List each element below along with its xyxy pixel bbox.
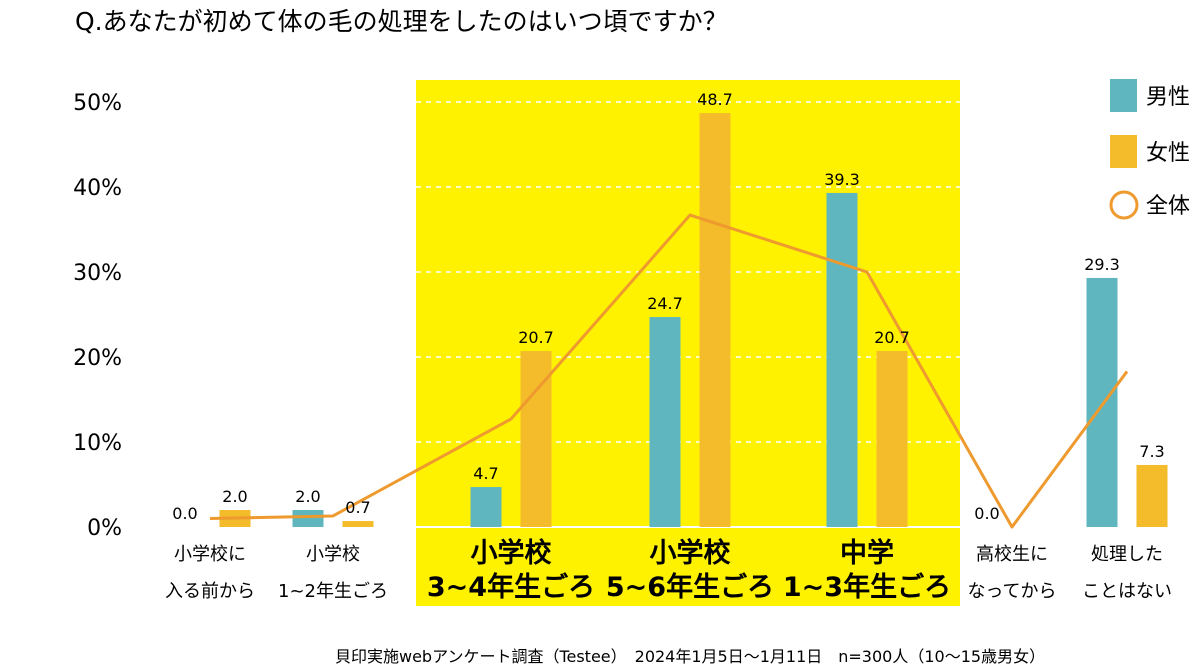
category-label: 1~2年生ごろ [278, 581, 388, 602]
legend-swatch-female [1110, 135, 1137, 168]
data-label-male: 24.7 [647, 294, 683, 313]
legend-label-female: 女性 [1146, 141, 1190, 166]
gridlines [416, 101, 960, 528]
survey-footnote: 貝印実施webアンケート調査（Testee） 2024年1月5日～1月11日 n… [335, 647, 1045, 666]
category-label: なってから [967, 581, 1056, 602]
y-tick-label: 20% [73, 346, 122, 371]
chart-title: Q.あなたが初めて体の毛の処理をしたのはいつ頃ですか？ [75, 7, 728, 36]
category-label: 小学校 [650, 537, 731, 569]
bar-male [470, 487, 502, 527]
bar-male [649, 317, 681, 527]
data-label-female: 2.0 [222, 487, 247, 506]
category-label: 高校生に [976, 544, 1048, 565]
highlight-band-rect [416, 80, 960, 606]
category-labels: 小学校に入る前から小学校1~2年生ごろ小学校3~4年生ごろ小学校5~6年生ごろ中… [165, 537, 1172, 603]
data-label-male: 4.7 [473, 464, 498, 483]
data-label-male: 0.0 [974, 504, 999, 523]
data-label-female: 7.3 [1139, 442, 1164, 461]
category-label: 5~6年生ごろ [606, 571, 774, 603]
y-axis-ticks: 0% 10% 20% 30% 40% 50% [73, 91, 122, 541]
data-label-female: 0.7 [345, 498, 370, 517]
category-label: 1~3年生ごろ [783, 571, 951, 603]
bar-male [826, 192, 858, 527]
category-label: 小学校 [306, 544, 360, 565]
y-tick-label: 40% [73, 176, 122, 201]
bar-female [342, 521, 374, 527]
bar-female [876, 351, 908, 527]
data-label-male: 39.3 [824, 170, 860, 189]
y-tick-label: 50% [73, 91, 122, 116]
total-line [209, 213, 1129, 529]
bar-female [1136, 464, 1168, 527]
category-label: ことはない [1082, 581, 1172, 602]
data-label-female: 48.7 [697, 90, 733, 109]
highlight-band [416, 80, 960, 606]
data-label-male: 29.3 [1084, 255, 1120, 274]
legend-label-total: 全体 [1146, 194, 1190, 219]
legend-marker-total [1109, 190, 1139, 220]
data-label-male: 2.0 [295, 487, 320, 506]
y-tick-label: 10% [73, 431, 122, 456]
legend-label-male: 男性 [1146, 85, 1190, 110]
bar-female [699, 113, 731, 528]
data-label-female: 20.7 [518, 328, 554, 347]
legend-swatch-male [1110, 79, 1137, 112]
bars [219, 113, 1168, 528]
category-label: 3~4年生ごろ [427, 571, 595, 603]
data-label-male: 0.0 [172, 504, 197, 523]
category-label: 中学 [840, 537, 894, 569]
data-label-female: 20.7 [874, 328, 910, 347]
category-label: 入る前から [165, 581, 255, 602]
value-labels: 0.0 2.0 2.0 0.7 4.7 20.7 24.7 48.7 39.3 20.7 0.0 29… [172, 90, 1164, 523]
y-tick-label: 0% [87, 516, 122, 541]
bar-male [1086, 277, 1118, 527]
category-label: 処理した [1091, 544, 1163, 565]
bar-male [292, 510, 324, 527]
series-line-total [209, 213, 1129, 529]
category-label: 小学校 [471, 537, 552, 569]
y-tick-label: 30% [73, 261, 122, 286]
category-label: 小学校に [174, 544, 246, 565]
